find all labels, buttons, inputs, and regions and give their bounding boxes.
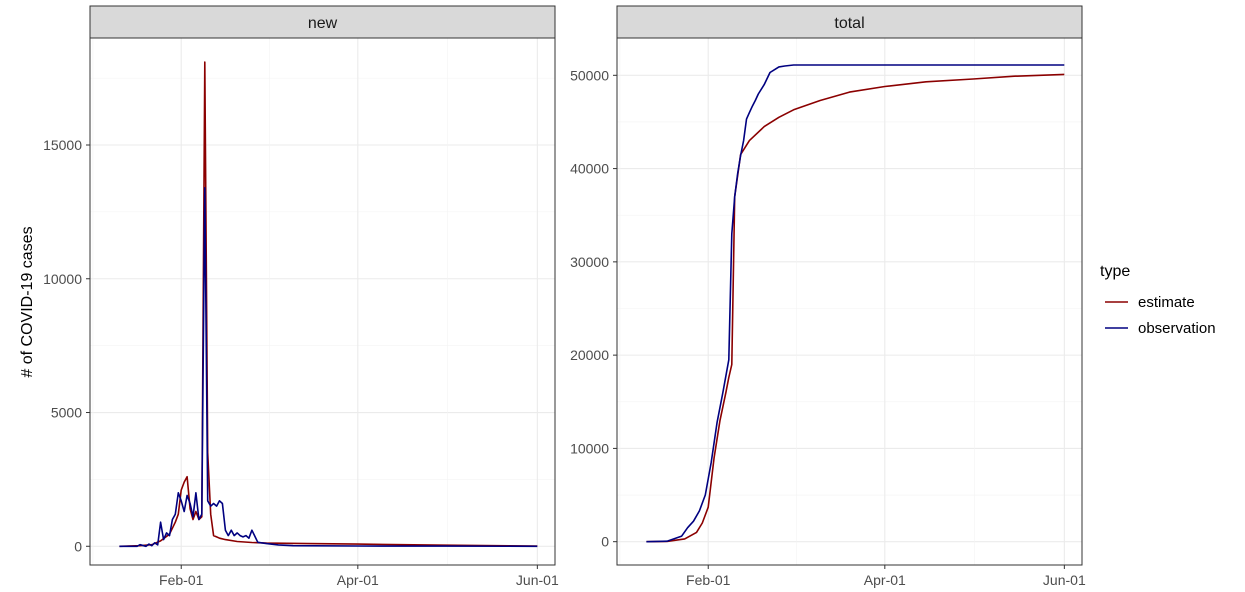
legend-label-observation: observation bbox=[1138, 320, 1216, 337]
panel-total-x-axis: Feb-01 Apr-01 Jun-01 bbox=[686, 565, 1086, 588]
series-line-observation bbox=[119, 187, 538, 548]
panel-new-border bbox=[89, 37, 556, 566]
panel-total-grid bbox=[617, 38, 1082, 565]
panel-new-y-axis: 0 5000 10000 15000 bbox=[43, 137, 90, 554]
y-tick-label: 30000 bbox=[570, 254, 609, 270]
strip-total-label: total bbox=[834, 15, 864, 32]
y-tick-label: 0 bbox=[74, 538, 82, 554]
strip-new-background bbox=[89, 5, 556, 39]
legend: type estimate observation bbox=[1100, 263, 1216, 337]
series-line-observation bbox=[646, 64, 1065, 543]
panel-total-border bbox=[616, 37, 1083, 566]
y-tick-label: 0 bbox=[601, 534, 609, 550]
y-tick-label: 15000 bbox=[43, 137, 82, 153]
legend-label-estimate: estimate bbox=[1138, 294, 1195, 311]
panel-new: new 0 5000 10000 15000 Feb-01 Apr-01 Jun-01 bbox=[43, 5, 559, 588]
panel-total: total 0 10000 20000 30000 40000 50000 Feb-01 A… bbox=[570, 5, 1086, 588]
x-tick-label: Apr-01 bbox=[864, 572, 906, 588]
y-tick-label: 20000 bbox=[570, 347, 609, 363]
x-tick-label: Jun-01 bbox=[516, 572, 559, 588]
y-tick-label: 10000 bbox=[570, 440, 609, 456]
panel-total-series bbox=[646, 64, 1065, 543]
panel-new-x-axis: Feb-01 Apr-01 Jun-01 bbox=[159, 565, 559, 588]
strip-new-label: new bbox=[308, 15, 338, 32]
panel-total-y-axis: 0 10000 20000 30000 40000 50000 bbox=[570, 67, 617, 550]
panel-new-grid bbox=[90, 38, 555, 565]
x-tick-label: Jun-01 bbox=[1043, 572, 1086, 588]
y-tick-label: 5000 bbox=[51, 405, 82, 421]
y-tick-label: 50000 bbox=[570, 67, 609, 83]
x-tick-label: Feb-01 bbox=[686, 572, 731, 588]
panel-new-series bbox=[119, 61, 538, 548]
y-axis-title: # of COVID-19 cases bbox=[19, 226, 36, 377]
x-tick-label: Apr-01 bbox=[337, 572, 379, 588]
series-line-estimate bbox=[119, 61, 538, 548]
x-tick-label: Feb-01 bbox=[159, 572, 204, 588]
y-tick-label: 40000 bbox=[570, 161, 609, 177]
y-tick-label: 10000 bbox=[43, 271, 82, 287]
legend-title: type bbox=[1100, 263, 1130, 280]
strip-total-background bbox=[616, 5, 1083, 39]
